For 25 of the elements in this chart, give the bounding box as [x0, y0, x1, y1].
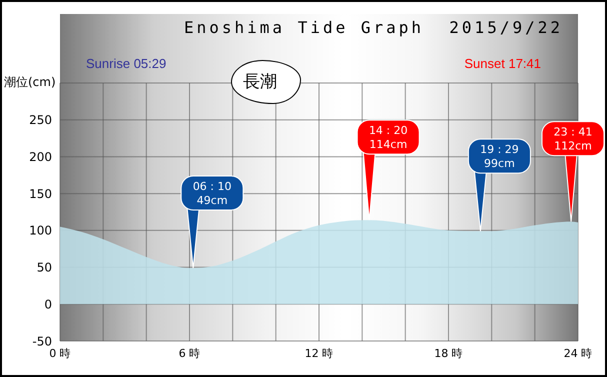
text: Sunset 17:41 [464, 56, 541, 71]
annotation: 23 : 41 112cm [554, 126, 592, 153]
y-tick-label: 50 [36, 260, 52, 275]
callout-pin: 23 : 41 112cm [542, 121, 604, 222]
chart-title: Enoshima Tide Graph 2015/9/22 [183, 18, 564, 37]
callout-pin: 19 : 29 99cm [468, 138, 531, 232]
y-tick-label: 150 [29, 186, 52, 201]
y-tick-label: 250 [29, 113, 52, 128]
x-tick-label: 6 時 [178, 346, 200, 360]
x-tick-label: 0 時 [49, 346, 71, 360]
annotation: 19 : 29 99cm [480, 143, 519, 170]
x-tick-label: 12 時 [304, 346, 334, 360]
y-tick-label: 100 [29, 224, 52, 238]
annotation: 06 : 10 49cm [192, 180, 232, 208]
x-tick-label: 18 時 [434, 346, 463, 360]
y-tick-label: 0 [44, 297, 52, 312]
annotation: 長潮 [243, 71, 277, 93]
callout-pin: 14 : 20 114cm [356, 120, 420, 221]
y-tick-label: 200 [29, 150, 52, 164]
text: Sunrise 05:29 [86, 56, 166, 71]
annotation: 14 : 20 114cm [368, 124, 408, 152]
y-axis-title: 潮位(cm) [4, 74, 56, 91]
x-tick-label: 24 時 [564, 346, 592, 360]
y-tick-label: -50 [32, 334, 52, 348]
callout-pin: 06 : 10 49cm [180, 176, 244, 269]
